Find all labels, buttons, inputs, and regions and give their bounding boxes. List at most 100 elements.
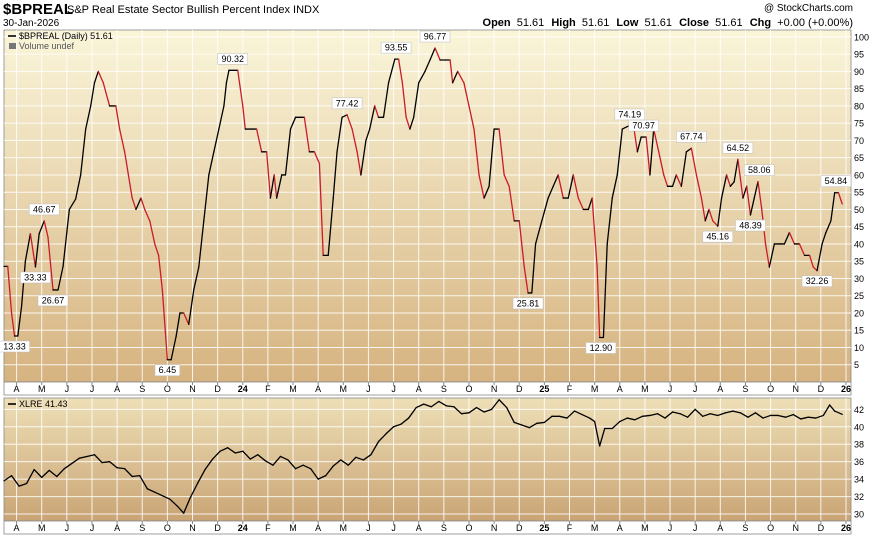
series-segment [218, 105, 225, 130]
series-segment [377, 433, 387, 443]
series-segment [777, 414, 787, 418]
legend-title: $BPREAL (Daily) 51.61 [19, 31, 113, 41]
y-tick-label: 50 [854, 205, 864, 215]
x-tick-label: M [641, 523, 649, 533]
series-segment [413, 82, 420, 118]
series-segment [468, 406, 478, 414]
series-segment [513, 421, 523, 426]
series-segment [294, 464, 304, 470]
y-tick-label: 40 [854, 422, 864, 432]
series-segment [528, 422, 538, 429]
series-segment [812, 266, 818, 272]
series-segment [62, 208, 70, 268]
x-tick-label: A [315, 384, 321, 394]
x-tick-label: A [617, 523, 623, 533]
series-segment [788, 231, 796, 245]
series-segment [29, 232, 37, 268]
series-segment [596, 266, 601, 339]
series-segment [746, 185, 752, 216]
series-segment [626, 417, 636, 421]
series-segment [336, 116, 343, 153]
y-tick-label: 38 [854, 440, 864, 450]
series-segment [449, 59, 454, 84]
series-segment [679, 413, 689, 418]
series-segment [43, 220, 49, 238]
series-segment [733, 158, 739, 183]
y-tick-label: 70 [854, 136, 864, 146]
series-segment [552, 174, 559, 187]
series-segment [18, 482, 28, 487]
series-segment [208, 151, 215, 176]
series-segment [636, 136, 642, 153]
series-segment [453, 406, 463, 415]
data-label: 70.97 [632, 121, 655, 131]
series-segment [249, 454, 259, 460]
series-segment [834, 410, 843, 415]
x-tick-label: J [391, 384, 396, 394]
series-segment [63, 462, 73, 470]
series-segment [257, 454, 267, 462]
series-segment [717, 197, 723, 227]
y-tick-label: 65 [854, 153, 864, 163]
series-segment [189, 482, 199, 499]
series-segment [47, 236, 54, 291]
series-segment [140, 197, 146, 211]
series-segment [317, 474, 327, 480]
series-segment [272, 455, 282, 466]
series-segment [276, 174, 283, 199]
x-tick-label: O [465, 384, 472, 394]
series-segment [749, 197, 755, 216]
series-segment [649, 128, 655, 176]
series-segment [20, 260, 27, 307]
y-tick-label: 42 [854, 405, 864, 415]
chart-date: 30-Jan-2026 [3, 18, 60, 29]
series-segment [86, 454, 96, 458]
series-segment [237, 69, 244, 107]
chart-header: $BPREAL S&P Real Estate Sector Bullish P… [0, 0, 875, 30]
series-segment [808, 254, 814, 268]
high-value: 51.61 [581, 17, 610, 29]
x-tick-label: F [567, 523, 573, 533]
x-tick-label: A [617, 384, 623, 394]
x-tick-label: J [391, 523, 396, 533]
series-segment [675, 174, 682, 187]
series-segment [663, 174, 669, 187]
data-label-box [20, 271, 51, 284]
series-segment [97, 70, 104, 84]
series-segment [387, 58, 396, 84]
series-segment [303, 116, 311, 153]
series-segment [567, 174, 574, 199]
data-label-box [744, 164, 775, 176]
series-segment [418, 70, 426, 84]
x-tick-label: O [767, 384, 774, 394]
series-segment [415, 403, 425, 409]
series-segment [785, 413, 794, 418]
x-tick-label: J [366, 523, 371, 533]
series-segment [828, 404, 836, 412]
series-segment [57, 265, 64, 291]
series-segment [102, 82, 111, 107]
series-segment [438, 400, 448, 407]
series-segment [287, 459, 297, 470]
x-tick-label: D [214, 523, 221, 533]
series-segment [490, 399, 500, 410]
series-segment [792, 413, 802, 420]
data-label-box [37, 294, 69, 307]
series-segment [658, 151, 665, 176]
series-segment [219, 447, 229, 452]
series-segment [93, 454, 103, 464]
y-tick-label: 80 [854, 101, 864, 111]
data-label-box [380, 41, 412, 54]
series-segment [74, 174, 82, 200]
series-segment [498, 128, 505, 176]
x-tick-label: J [668, 384, 673, 394]
series-segment [762, 414, 772, 419]
x-tick-label: O [465, 523, 472, 533]
series-segment [10, 312, 16, 337]
series-segment [279, 455, 289, 461]
series-segment [572, 174, 579, 199]
x-tick-label: A [14, 384, 20, 394]
series-segment [468, 105, 475, 130]
data-label: 26.67 [42, 295, 65, 305]
